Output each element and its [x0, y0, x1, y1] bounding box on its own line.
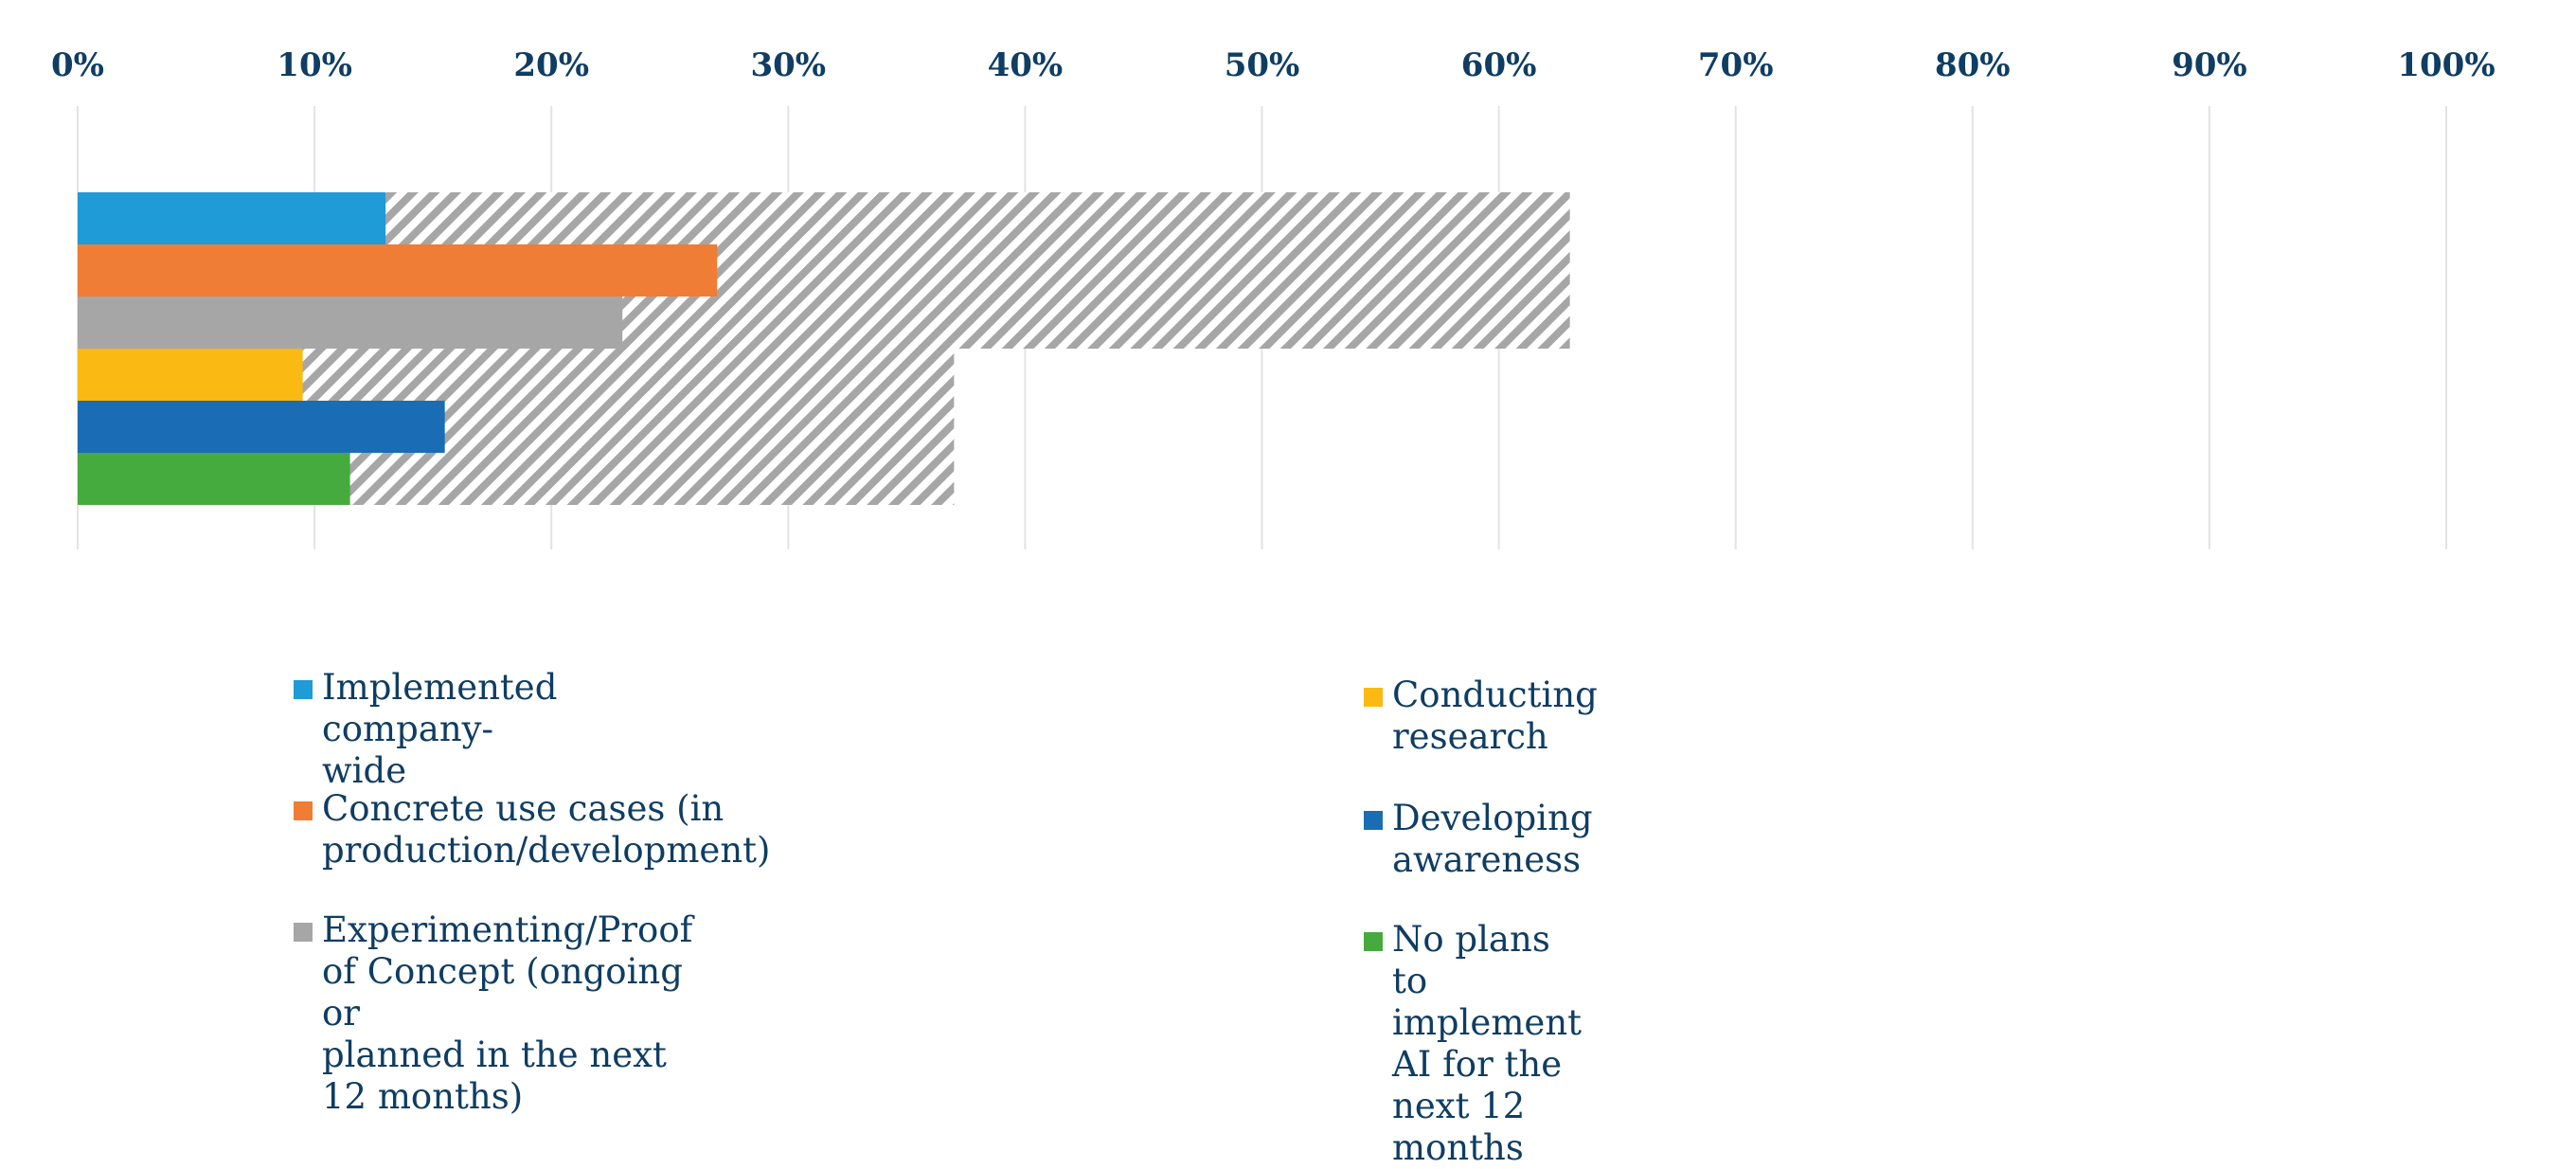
legend-item-implemented: Implemented company-wide — [294, 667, 557, 792]
legend-item-concrete-use-cases: Concrete use cases (in production/develo… — [294, 788, 770, 872]
bar — [78, 244, 718, 297]
bar-chart: 0% 10% 20% 30% 40% 50% 60% 70% 80% 90% 100% — [51, 46, 2496, 549]
x-tick-label: 50% — [1225, 46, 1300, 84]
bar — [78, 453, 350, 505]
legend-label: Experimenting/Proof of Concept (ongoing … — [322, 909, 693, 1034]
legend-swatch — [1364, 932, 1383, 951]
x-tick-label: 40% — [988, 46, 1064, 84]
x-tick-label: 80% — [1935, 46, 2011, 84]
bar — [78, 401, 445, 453]
bar — [78, 349, 303, 401]
bar — [78, 192, 386, 244]
bars — [78, 192, 1570, 505]
legend-swatch — [294, 923, 313, 942]
x-tick-label: 10% — [277, 46, 352, 84]
legend-swatch — [1364, 688, 1383, 707]
x-tick-label: 30% — [750, 46, 826, 84]
legend-swatch — [1364, 811, 1383, 830]
x-tick-label: 100% — [2397, 46, 2495, 84]
legend-label: Concrete use cases (in production/develo… — [322, 788, 771, 871]
legend-label: Conducting research — [1392, 674, 1598, 757]
legend-label: Developing awareness — [1392, 798, 1593, 880]
legend-label-line2: planned in the next 12 months) — [322, 1034, 667, 1117]
x-tick-label: 0% — [51, 46, 104, 84]
x-tick-label: 90% — [2172, 46, 2247, 84]
legend-item-developing-awareness: Developing awareness — [1364, 798, 1593, 881]
legend-label: Implemented company-wide — [322, 667, 558, 791]
x-tick-label: 20% — [513, 46, 589, 84]
bar — [78, 297, 623, 349]
legend-item-conducting-research: Conducting research — [1364, 674, 1598, 758]
legend-swatch — [294, 680, 313, 699]
legend-swatch — [294, 801, 313, 820]
legend-label: No plans to implement AI for the next 12… — [1392, 919, 1583, 1168]
x-tick-label: 70% — [1698, 46, 1774, 84]
legend-item-experimenting: Experimenting/Proof of Concept (ongoing … — [294, 909, 692, 1118]
legend-item-no-plans: No plans to implement AI for the next 12… — [1364, 919, 1582, 1169]
x-axis-ticks: 0% 10% 20% 30% 40% 50% 60% 70% 80% 90% 100% — [51, 46, 2496, 84]
x-tick-label: 60% — [1461, 46, 1537, 84]
